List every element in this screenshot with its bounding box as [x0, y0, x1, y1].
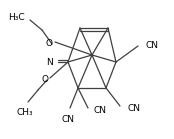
- Text: O: O: [41, 75, 48, 84]
- Text: CH₃: CH₃: [17, 108, 33, 117]
- Text: N: N: [46, 58, 53, 66]
- Text: O: O: [46, 39, 53, 48]
- Text: CN: CN: [127, 104, 140, 112]
- Text: CN: CN: [94, 106, 107, 115]
- Text: H₃C: H₃C: [8, 13, 25, 22]
- Text: CN: CN: [146, 40, 159, 49]
- Text: CN: CN: [61, 115, 74, 124]
